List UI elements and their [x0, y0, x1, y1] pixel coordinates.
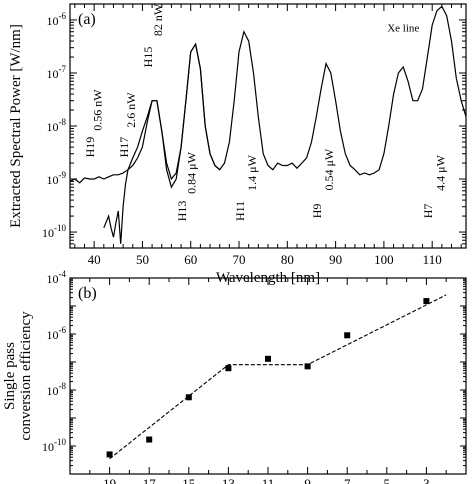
efficiency-point [344, 332, 351, 339]
x-tick-label: 80 [281, 252, 294, 267]
y-tick-label: 10-9 [47, 170, 67, 187]
y-tick-label: 10-6 [47, 325, 67, 342]
spectrum-annotation: H17 [117, 137, 131, 158]
conversion-efficiency-panel: (b)19171513119753Harmonic order10-1010-8… [2, 269, 467, 484]
spectrum-annotation: 0.54 μW [322, 148, 336, 190]
efficiency-point [106, 451, 113, 458]
efficiency-point [185, 394, 192, 401]
y-tick-label: 10-10 [42, 437, 66, 454]
spectrum-series-1 [70, 5, 466, 184]
x-tick-label: 60 [184, 252, 197, 267]
spectrum-annotation: H7 [421, 204, 435, 219]
spectrum-annotation: Xe line [387, 23, 419, 35]
efficiency-point [265, 355, 271, 362]
y-tick-label: 10-8 [47, 117, 67, 134]
spectrum-annotation: H15 [141, 47, 155, 68]
spectrum-annotation: H19 [83, 137, 97, 158]
x-tick-label: 5 [384, 476, 391, 484]
efficiency-point [304, 363, 311, 370]
x-tick-label: 90 [329, 252, 342, 267]
x-tick-label: 19 [103, 476, 116, 484]
spectrum-annotation: 0.84 μW [185, 151, 199, 193]
spectrum-series-2 [103, 42, 221, 244]
x-tick-label: 11 [262, 476, 275, 484]
x-tick-label: 100 [374, 252, 394, 267]
x-tick-label: 40 [88, 252, 101, 267]
efficiency-point [225, 365, 232, 372]
efficiency-point [423, 298, 430, 305]
y-axis-label: Single passconversion efficiency [2, 311, 34, 441]
x-tick-label: 15 [182, 476, 195, 484]
panel-label: (a) [78, 11, 96, 28]
x-tick-label: 13 [222, 476, 235, 484]
x-tick-label: 70 [233, 252, 246, 267]
y-tick-label: 10-4 [47, 269, 67, 286]
spectrum-annotation: 82 nW [151, 3, 165, 36]
spectrum-annotation: 2.6 nW [124, 92, 138, 128]
efficiency-point [146, 436, 153, 443]
panel-label: (b) [78, 285, 97, 302]
plot-frame [69, 277, 467, 475]
x-tick-label: 50 [136, 252, 149, 267]
y-axis-label: Extracted Spectral Power [W/nm] [8, 24, 24, 228]
spectrum-annotation: H11 [233, 201, 247, 221]
spectrum-annotation: H9 [310, 204, 324, 219]
spectrum-annotation: H13 [175, 201, 189, 222]
x-tick-label: 17 [143, 476, 157, 484]
spectrum-annotation: 4.4 μW [433, 154, 447, 190]
y-tick-label: 10-7 [47, 64, 67, 81]
y-tick-label: 10-10 [42, 223, 66, 240]
x-tick-label: 3 [423, 476, 430, 484]
y-tick-label: 10-8 [47, 381, 67, 398]
spectrum-annotation: 0.56 nW [90, 89, 104, 131]
fit-line [109, 294, 447, 460]
x-tick-label: 7 [344, 476, 351, 484]
x-tick-label: 9 [304, 476, 311, 484]
x-tick-label: 110 [423, 252, 442, 267]
y-tick-label: 10-6 [47, 11, 67, 28]
spectrum-annotation: 1.4 μW [245, 154, 259, 190]
